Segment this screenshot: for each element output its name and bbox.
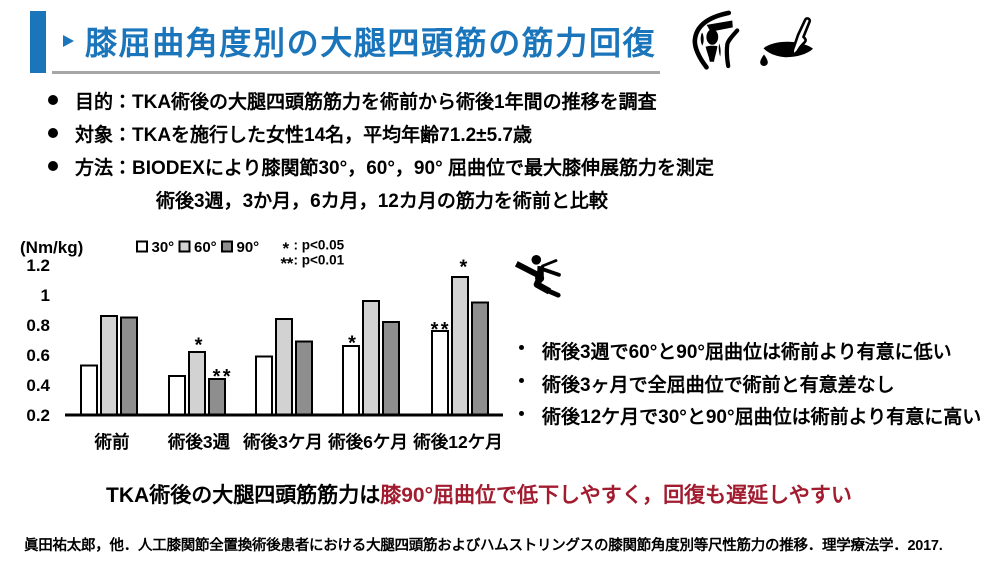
svg-text:*: * bbox=[348, 333, 356, 355]
svg-text:*: * bbox=[283, 239, 290, 258]
svg-text:術後3ケ月: 術後3ケ月 bbox=[242, 432, 323, 452]
svg-text:*: * bbox=[213, 366, 221, 388]
svg-text:30°: 30° bbox=[152, 239, 175, 256]
svg-text:術前: 術前 bbox=[94, 432, 130, 452]
svg-text:0.6: 0.6 bbox=[26, 346, 50, 365]
svg-text:術後6ケ月: 術後6ケ月 bbox=[327, 432, 408, 452]
svg-text:(Nm/kg): (Nm/kg) bbox=[20, 238, 83, 257]
svg-text:60°: 60° bbox=[194, 239, 217, 256]
svg-text:*: * bbox=[195, 335, 203, 357]
svg-text:0.8: 0.8 bbox=[26, 316, 50, 335]
svg-text:1.2: 1.2 bbox=[26, 256, 50, 275]
svg-text:術後12ケ月: 術後12ケ月 bbox=[412, 432, 502, 452]
svg-text:0.4: 0.4 bbox=[26, 376, 50, 395]
svg-text:*: * bbox=[431, 319, 439, 341]
svg-text:: p<0.05: : p<0.05 bbox=[294, 238, 345, 253]
svg-text:*: * bbox=[287, 254, 294, 273]
svg-text:術後3週: 術後3週 bbox=[167, 432, 231, 452]
svg-text:: p<0.01: : p<0.01 bbox=[294, 253, 345, 268]
svg-text:0.2: 0.2 bbox=[26, 406, 50, 425]
svg-text:1: 1 bbox=[41, 286, 50, 305]
svg-text:*: * bbox=[281, 254, 288, 273]
svg-text:*: * bbox=[460, 257, 468, 279]
svg-text:*: * bbox=[441, 319, 449, 341]
svg-text:90°: 90° bbox=[237, 239, 260, 256]
svg-text:*: * bbox=[223, 366, 231, 388]
